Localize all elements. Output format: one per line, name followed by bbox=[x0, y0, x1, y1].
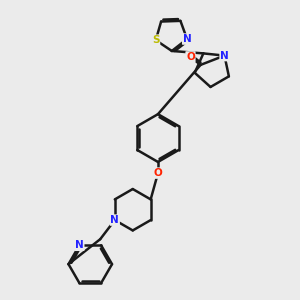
Text: O: O bbox=[186, 52, 195, 62]
Text: N: N bbox=[183, 34, 191, 44]
Text: N: N bbox=[220, 51, 229, 61]
Text: S: S bbox=[152, 35, 160, 45]
Text: O: O bbox=[154, 168, 162, 178]
Text: N: N bbox=[110, 215, 119, 225]
Text: N: N bbox=[75, 240, 84, 250]
